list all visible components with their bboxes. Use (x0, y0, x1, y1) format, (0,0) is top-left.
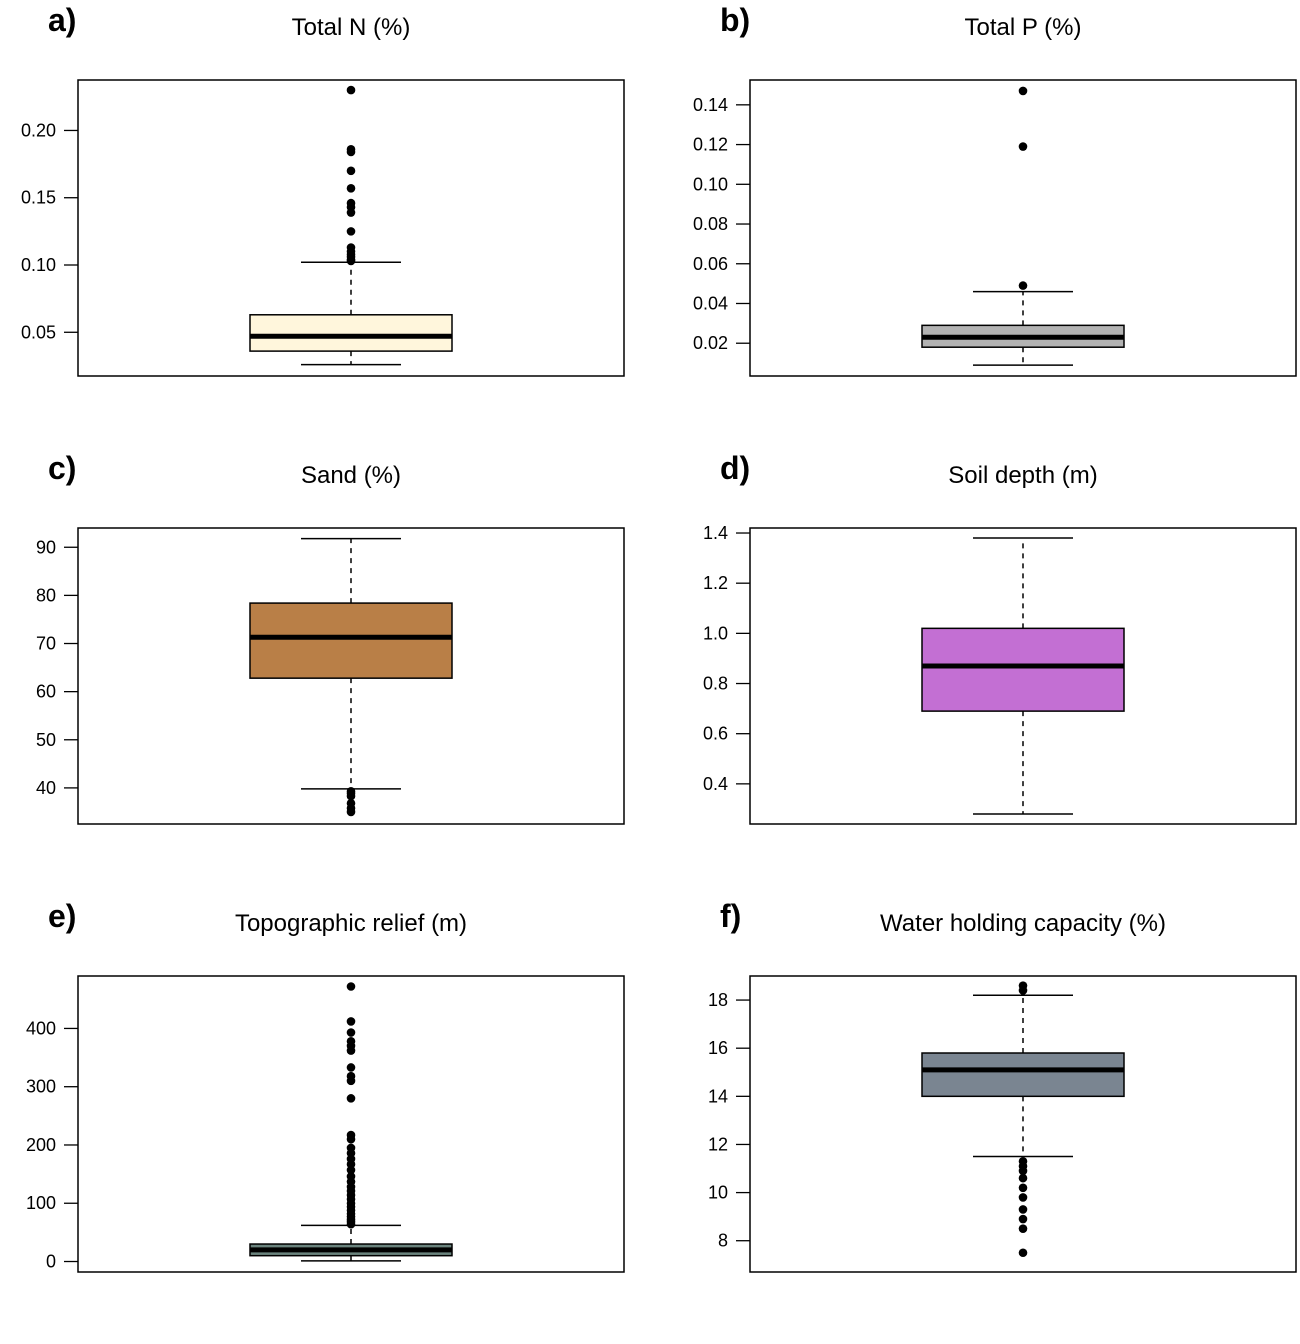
outlier-point (346, 1071, 356, 1081)
boxplot-total-n: 0.05 0.10 0.15 0.20 (21, 79, 625, 377)
panel-letter: f) (720, 898, 742, 934)
outlier-point (1018, 981, 1028, 990)
y-tick-label: 200 (26, 1135, 56, 1155)
y-tick-label: 16 (708, 1038, 728, 1058)
y-tick-label: 40 (36, 778, 56, 798)
y-tick-label: 12 (708, 1134, 728, 1154)
y-tick-label: 100 (26, 1193, 56, 1213)
outlier-point (346, 184, 356, 193)
outlier-point (1018, 1193, 1028, 1202)
panel-letter: c) (48, 450, 77, 486)
plot-frame (77, 79, 625, 377)
chart-title: Total N (%) (291, 14, 411, 41)
panel-f: f) Water holding capacity (%) 8 10 12 14 16 1… (672, 896, 1300, 1344)
outlier-point (346, 1172, 356, 1181)
boxplot-water-holding-capacity: 8 10 12 14 16 18 (708, 975, 1297, 1273)
panel-a: a) Total N (%) 0.05 0.10 0.15 0.20 (0, 0, 650, 448)
outlier-point (346, 786, 356, 796)
y-tick-label: 0.6 (703, 724, 728, 744)
y-tick-label: 0.4 (703, 774, 728, 794)
outlier-point (346, 1017, 356, 1026)
panel-e: e) Topographic relief (m) 0 100 200 300 400 (0, 896, 650, 1344)
outlier-point (346, 1143, 356, 1153)
y-tick-label: 50 (36, 730, 56, 750)
outlier-point (1018, 1205, 1028, 1214)
outlier-point (346, 1130, 356, 1140)
boxplot-sand: 40 50 60 70 80 90 (36, 527, 625, 825)
y-tick-label: 0.10 (693, 174, 728, 194)
boxplot-soil-depth: 0.4 0.6 0.8 1.0 1.2 1.4 (703, 523, 1297, 825)
y-tick-label: 1.2 (703, 573, 728, 593)
y-tick-label: 70 (36, 634, 56, 654)
plot-frame (77, 527, 625, 825)
y-tick-label: 90 (36, 537, 56, 557)
y-tick-label: 400 (26, 1018, 56, 1038)
y-tick-label: 300 (26, 1077, 56, 1097)
y-tick-label: 1.0 (703, 623, 728, 643)
outlier-point (1018, 1173, 1028, 1183)
plot-frame (749, 527, 1297, 825)
outlier-point (1018, 281, 1028, 290)
panel-d: d) Soil depth (m) 0.4 0.6 0.8 1.0 1.2 1.4 (672, 448, 1300, 896)
y-tick-label: 14 (708, 1086, 728, 1106)
boxplot-topographic-relief: 0 100 200 300 400 (26, 975, 625, 1273)
y-tick-label: 0.12 (693, 135, 728, 155)
y-tick-label: 0.8 (703, 674, 728, 694)
iqr-box (921, 627, 1125, 712)
outlier-point (346, 144, 356, 154)
y-tick-label: 10 (708, 1183, 728, 1203)
chart-title: Water holding capacity (%) (880, 910, 1166, 937)
panel-letter: e) (48, 898, 77, 934)
outlier-point (1018, 1183, 1028, 1193)
outlier-point (346, 243, 356, 252)
outlier-point (346, 982, 356, 991)
y-tick-label: 0.08 (693, 214, 728, 234)
y-tick-label: 0.14 (693, 95, 728, 115)
outlier-point (346, 1028, 356, 1037)
y-tick-label: 0.15 (21, 188, 56, 208)
y-tick-label: 60 (36, 682, 56, 702)
chart-title: Topographic relief (m) (234, 910, 468, 937)
outlier-point (346, 198, 356, 208)
y-tick-label: 0.06 (693, 254, 728, 274)
panel-letter: d) (720, 450, 751, 486)
y-tick-label: 0.20 (21, 120, 56, 140)
y-tick-label: 1.4 (703, 523, 728, 543)
y-tick-label: 0.04 (693, 293, 728, 313)
y-tick-label: 0.02 (693, 333, 728, 353)
panel-letter: a) (48, 2, 77, 38)
chart-title: Total P (%) (964, 14, 1082, 41)
iqr-box (249, 602, 453, 679)
chart-title: Soil depth (m) (948, 462, 1098, 489)
outlier-point (346, 166, 356, 176)
plot-frame (749, 79, 1297, 377)
y-tick-label: 80 (36, 585, 56, 605)
panel-b: b) Total P (%) 0.02 0.04 0.06 0.08 0.10 0.12 0… (672, 0, 1300, 448)
outlier-point (346, 85, 356, 95)
outlier-point (1018, 1224, 1028, 1233)
outlier-point (1018, 1214, 1028, 1224)
outlier-point (1018, 1157, 1028, 1166)
y-tick-label: 0.10 (21, 255, 56, 275)
chart-title: Sand (%) (300, 462, 402, 489)
panel-letter: b) (720, 2, 751, 38)
outlier-point (346, 1063, 356, 1072)
outlier-point (346, 1036, 356, 1046)
outlier-point (1018, 1248, 1028, 1258)
outlier-point (1018, 142, 1028, 151)
panel-c: c) Sand (%) 40 50 60 70 80 90 (0, 448, 650, 896)
iqr-box (249, 314, 453, 352)
outlier-point (1018, 86, 1028, 96)
outlier-point (346, 227, 356, 236)
outlier-point (346, 1094, 356, 1103)
iqr-box (921, 1052, 1125, 1098)
boxplot-total-p: 0.02 0.04 0.06 0.08 0.10 0.12 0.14 (693, 79, 1297, 377)
y-tick-label: 0 (46, 1252, 56, 1272)
outlier-point (346, 799, 356, 808)
y-tick-label: 0.05 (21, 322, 56, 342)
y-tick-label: 8 (718, 1231, 728, 1251)
y-tick-label: 18 (708, 990, 728, 1010)
